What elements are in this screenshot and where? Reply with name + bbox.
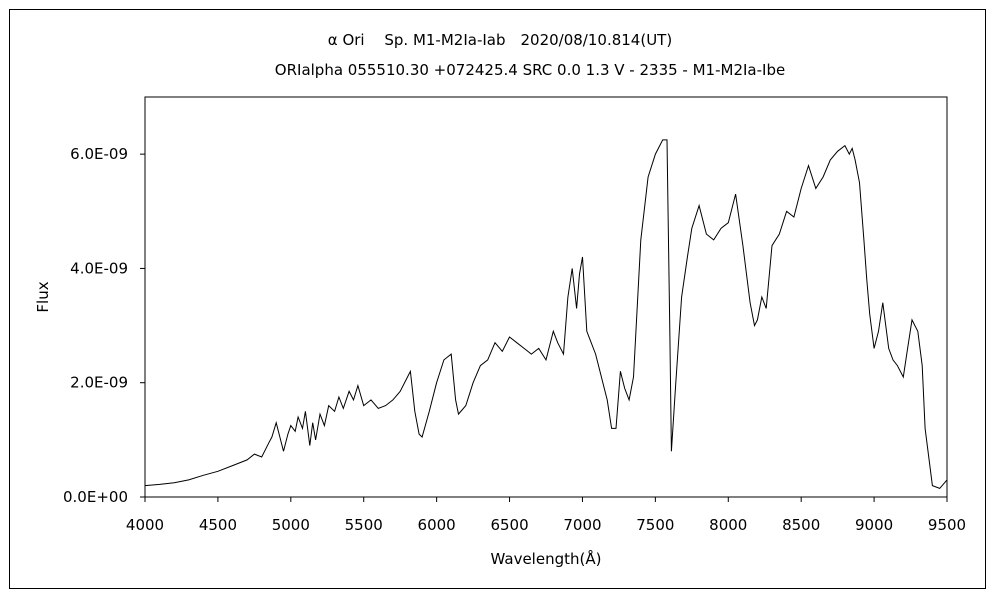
- x-tick-label: 9000: [855, 516, 893, 534]
- x-tick-label: 4500: [199, 516, 237, 534]
- y-tick-label: 2.0E-09: [70, 374, 128, 392]
- y-tick-label: 4.0E-09: [70, 259, 128, 277]
- y-tick-label: 6.0E-09: [70, 145, 128, 163]
- y-axis: 0.0E+00 2.0E-09 4.0E-09 6.0E-09: [63, 145, 145, 506]
- series-line: [144, 139, 948, 489]
- x-axis: 4000 4500 5000 5500 6000 6500 7000 7500 8000 8500…: [126, 497, 966, 534]
- x-tick-label: 4000: [126, 516, 164, 534]
- y-axis-label: Flux: [34, 281, 52, 312]
- x-tick-label: 7500: [636, 516, 674, 534]
- x-tick-label: 5000: [272, 516, 310, 534]
- x-tick-label: 7000: [563, 516, 601, 534]
- y-tick-label: 0.0E+00: [63, 488, 128, 506]
- chart-subtitle: ORIalpha 055510.30 +072425.4 SRC 0.0 1.3…: [275, 61, 785, 79]
- x-tick-label: 8500: [782, 516, 820, 534]
- chart-title: α Ori Sp. M1-M2Ia-Iab 2020/08/10.814(UT): [328, 31, 672, 49]
- x-tick-label: 8000: [709, 516, 747, 534]
- plot-area: [144, 96, 948, 498]
- x-tick-label: 5500: [345, 516, 383, 534]
- x-tick-label: 6500: [490, 516, 528, 534]
- x-tick-label: 9500: [928, 516, 966, 534]
- x-tick-label: 6000: [418, 516, 456, 534]
- chart-frame: [9, 9, 986, 589]
- x-axis-label: Wavelength(Å): [491, 549, 602, 568]
